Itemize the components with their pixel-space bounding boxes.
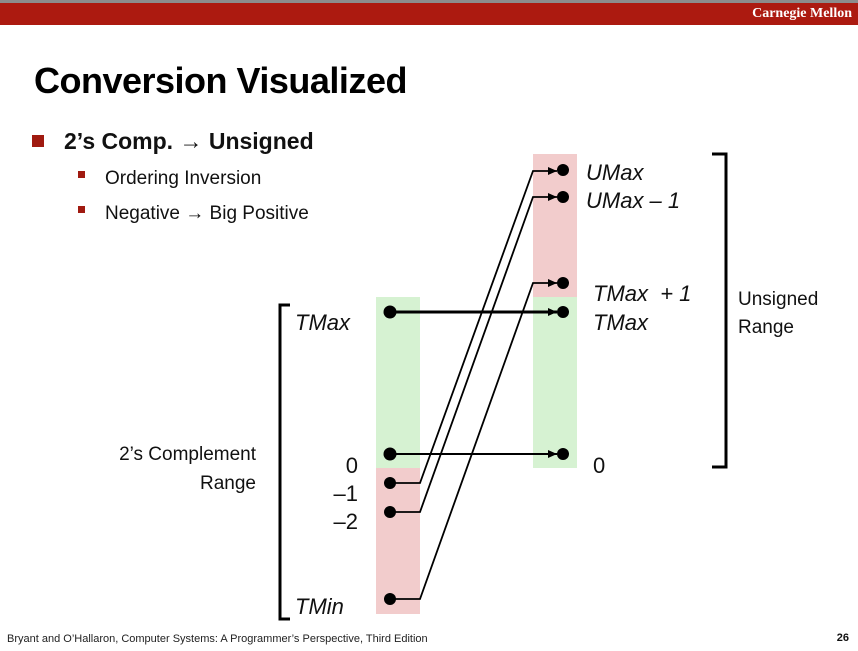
slide-title: Conversion Visualized: [34, 60, 407, 101]
bullet-square-icon: [78, 206, 85, 214]
header-top-stripe: [0, 0, 858, 3]
label-right-tmax-plus-1: TMax + 1: [593, 281, 691, 306]
arrow-neg2: [390, 193, 557, 513]
bullet-square-icon: [78, 171, 85, 179]
right-lower-region: [533, 297, 577, 468]
page-number: 26: [836, 632, 849, 644]
brand-label: Carnegie Mellon: [752, 6, 852, 21]
dot-right-umax: [557, 164, 569, 176]
label-left-zero: 0: [346, 453, 358, 478]
left-positive-region: [376, 297, 420, 468]
dot-left-tmin: [384, 593, 396, 605]
dot-left-zero: [383, 447, 397, 461]
main-bullet-text: 2’s Comp. → Unsigned: [64, 128, 314, 154]
label-left-neg2: –2: [334, 509, 358, 534]
dot-right-tmax-plus-1: [557, 277, 569, 289]
label-left-tmax: TMax: [295, 310, 351, 335]
label-left-neg1: –1: [334, 481, 358, 506]
arrow-tmin: [390, 279, 557, 600]
label-left-tmin: TMin: [295, 594, 344, 619]
sub-bullet: Ordering Inversion: [78, 168, 261, 190]
right-range-label-line2: Range: [738, 317, 794, 338]
sub-bullet-text: Ordering Inversion: [105, 168, 262, 189]
main-bullet: 2’s Comp. → Unsigned: [32, 128, 314, 155]
bullet-square-icon: [32, 134, 44, 147]
left-range-label-line1: 2’s Complement: [119, 444, 257, 465]
dot-right-tmax: [557, 306, 569, 318]
dot-left-tmax: [383, 305, 397, 319]
right-upper-region: [533, 154, 577, 297]
arrow-neg1: [390, 167, 557, 484]
footer-citation: Bryant and O’Hallaron, Computer Systems:…: [7, 633, 428, 645]
dot-right-umax-minus-1: [557, 191, 569, 203]
dot-left-neg1: [384, 477, 396, 489]
label-right-umax-minus-1: UMax – 1: [586, 188, 680, 213]
dot-left-neg2: [384, 506, 396, 518]
left-range-label-line2: Range: [200, 473, 256, 494]
left-range-bracket: [278, 303, 290, 621]
label-right-zero: 0: [593, 453, 605, 478]
label-right-tmax: TMax: [593, 310, 649, 335]
right-range-label-line1: Unsigned: [738, 289, 818, 310]
left-negative-region: [376, 468, 420, 614]
sub-bullet-text: Negative → Big Positive: [105, 203, 309, 224]
header-bar: [0, 0, 858, 25]
right-range-bracket: [712, 152, 728, 469]
label-right-umax: UMax: [586, 160, 644, 185]
sub-bullet: Negative → Big Positive: [78, 203, 309, 225]
dot-right-zero: [557, 448, 569, 460]
